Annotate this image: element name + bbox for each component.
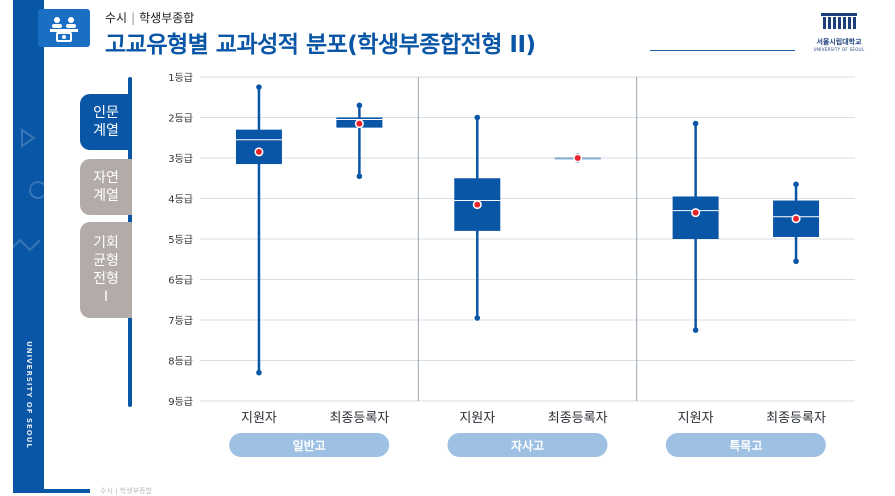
bottom-strip: 수시 | 학생부종합 xyxy=(0,486,895,495)
whisker-end-max xyxy=(474,315,481,321)
decorative-shapes xyxy=(9,128,47,252)
y-tick-label: 9등급 xyxy=(168,396,193,408)
mean-dot xyxy=(692,209,699,216)
y-tick-label: 4등급 xyxy=(168,194,193,206)
y-tick-label: 5등급 xyxy=(168,234,193,246)
tab-opportunity-balance[interactable]: 기회 균형 전형 I xyxy=(80,222,132,318)
whisker-end-min xyxy=(793,181,799,188)
group-label: 특목고 xyxy=(729,438,762,453)
mean-dot xyxy=(574,155,581,161)
logo-name: 서울시립대학교 xyxy=(816,38,862,46)
subtitle-subcategory: 학생부종합 xyxy=(139,11,195,25)
group-pill xyxy=(447,433,608,457)
group-label: 일반고 xyxy=(293,438,326,453)
whisker-end-min xyxy=(474,114,481,121)
title-underline xyxy=(650,50,795,51)
x-category-label: 최종등록자 xyxy=(766,411,826,426)
mean-dot xyxy=(356,120,363,127)
mean-dot xyxy=(474,201,481,208)
whisker-end-min xyxy=(692,120,699,127)
y-tick-label: 3등급 xyxy=(168,153,193,165)
group-label: 자사고 xyxy=(511,438,544,453)
page-subtitle: 수시 | 학생부종합 xyxy=(105,9,194,26)
whisker-end-max xyxy=(793,258,799,265)
whisker-end-min xyxy=(356,102,363,109)
group-pill xyxy=(665,433,826,457)
logo-emblem-icon xyxy=(821,13,857,29)
logo-name-en: UNIVERSITY OF SEOUL xyxy=(813,47,865,52)
y-tick-label: 6등급 xyxy=(168,275,193,287)
presentation-icon xyxy=(38,9,90,47)
bottom-strip-text: 수시 | 학생부종합 xyxy=(100,487,152,495)
group-pill xyxy=(229,433,390,457)
university-logo: 서울시립대학교 UNIVERSITY OF SEOUL xyxy=(806,11,872,59)
whisker-end-min xyxy=(256,84,262,90)
left-brand-bar: UNIVERSITY OF SEOUL xyxy=(13,0,44,493)
x-category-label: 지원자 xyxy=(241,411,277,426)
page-title: 고교유형별 교과성적 분포(학생부종합전형 II) xyxy=(105,32,536,58)
x-category-label: 최종등록자 xyxy=(329,411,389,426)
whisker-end-max xyxy=(356,173,363,180)
x-category-label: 지원자 xyxy=(459,411,495,426)
y-tick-label: 7등급 xyxy=(168,315,193,327)
x-category-label: 지원자 xyxy=(678,411,714,426)
mean-dot xyxy=(793,215,800,222)
bottom-strip-block xyxy=(40,489,90,493)
subtitle-separator: | xyxy=(131,11,136,25)
y-tick-label: 8등급 xyxy=(168,356,193,368)
subtitle-category: 수시 xyxy=(105,11,128,25)
tab-humanities[interactable]: 인문 계열 xyxy=(80,94,132,150)
box-iqr xyxy=(235,129,282,165)
x-category-label: 최종등록자 xyxy=(548,411,608,426)
whisker-end-max xyxy=(256,369,262,376)
box-iqr xyxy=(672,196,719,239)
y-tick-label: 2등급 xyxy=(168,113,193,125)
tab-natural-sciences[interactable]: 자연 계열 xyxy=(80,159,132,215)
mean-dot xyxy=(255,148,262,155)
whisker-end-max xyxy=(692,327,699,333)
y-tick-label: 1등급 xyxy=(168,72,193,84)
